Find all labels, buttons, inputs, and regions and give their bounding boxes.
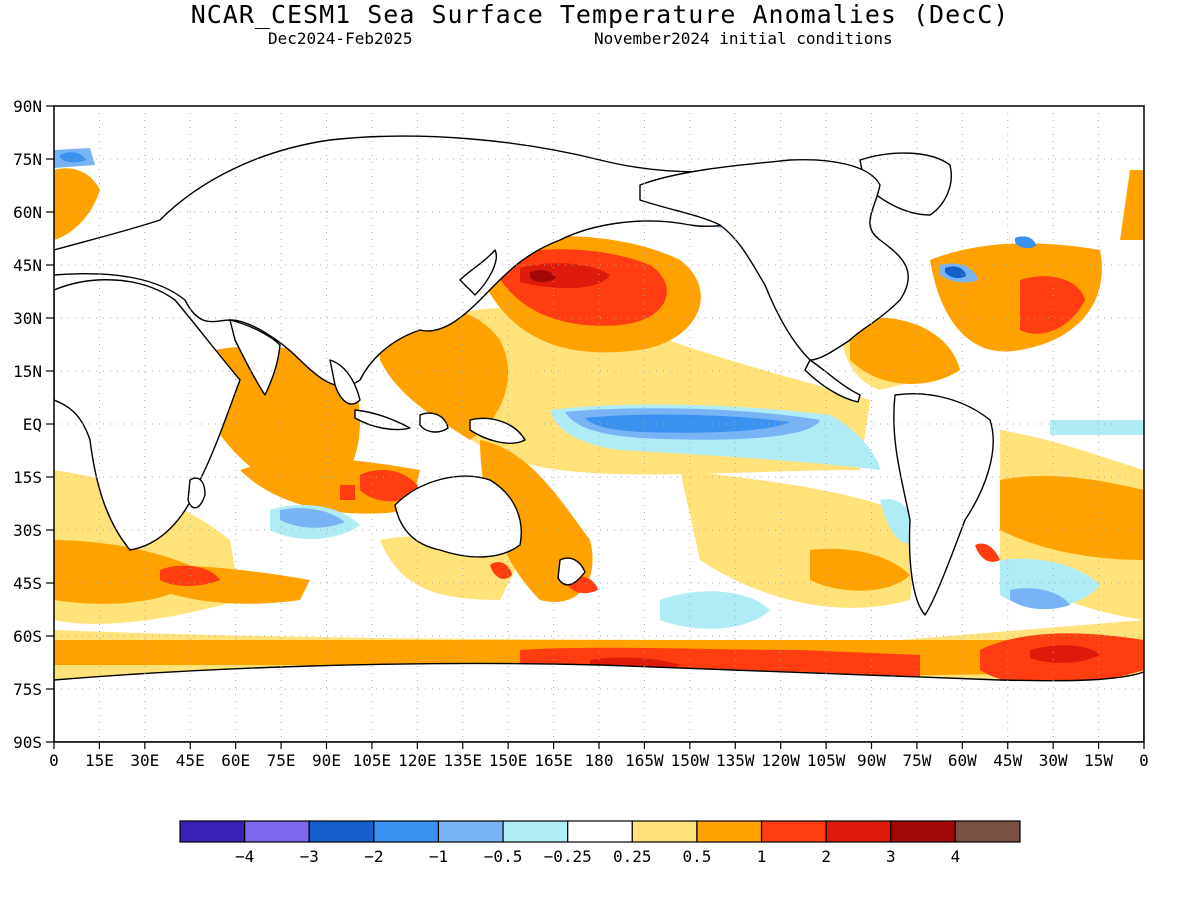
lon-tick-label: 45W	[993, 751, 1022, 770]
lat-tick-label: 45N	[13, 256, 42, 275]
lon-tick-label: 120E	[398, 751, 437, 770]
legend-swatch	[696, 820, 763, 843]
initial-conditions: November2024 initial conditions	[594, 29, 893, 48]
legend-label: 0.25	[613, 847, 652, 866]
lon-tick-label: 105E	[353, 751, 392, 770]
legend-swatch	[373, 820, 440, 843]
legend-swatch	[244, 820, 310, 843]
legend-swatch	[567, 820, 633, 843]
legend-swatch	[308, 820, 375, 843]
legend-swatch	[631, 820, 698, 843]
lat-tick-label: 90S	[13, 733, 42, 752]
anomaly-extreme-positive	[530, 270, 556, 283]
lon-tick-label: 30W	[1039, 751, 1068, 770]
legend-label: 4	[951, 847, 961, 866]
lat-tick-label: EQ	[23, 415, 42, 434]
lon-tick-label: 0	[49, 751, 59, 770]
lon-tick-label: 150E	[489, 751, 528, 770]
lon-tick-label: 180	[585, 751, 614, 770]
lat-tick-label: 15N	[13, 362, 42, 381]
lon-tick-label: 135W	[716, 751, 755, 770]
lat-tick-label: 60S	[13, 627, 42, 646]
legend-label: −0.25	[544, 847, 592, 866]
chart-title: NCAR_CESM1 Sea Surface Temperature Anoma…	[190, 0, 1010, 29]
legend-swatch	[954, 820, 1021, 843]
lon-tick-label: 15W	[1084, 751, 1113, 770]
latitude-axis: 90N 75N 60N 45N 30N 15N EQ 15S 30S 45S 60S 75S 90S	[13, 97, 54, 752]
lat-tick-label: 90N	[13, 97, 42, 116]
longitude-axis: 0 15E 30E 45E 60E 75E 90E 105E 120E 135E 150E 165E 1…	[49, 742, 1149, 770]
lon-tick-label: 60E	[221, 751, 250, 770]
legend-label: 1	[757, 847, 767, 866]
forecast-period: Dec2024-Feb2025	[268, 29, 413, 48]
lat-tick-label: 15S	[13, 468, 42, 487]
lon-tick-label: 75E	[267, 751, 296, 770]
legend-swatch	[179, 820, 246, 843]
legend-label: −0.5	[484, 847, 523, 866]
legend-label: 3	[886, 847, 896, 866]
lat-tick-label: 60N	[13, 203, 42, 222]
anomaly-deep-negative	[945, 266, 966, 279]
lon-tick-label: 90W	[857, 751, 886, 770]
lon-tick-label: 105W	[807, 751, 846, 770]
lat-tick-label: 30N	[13, 309, 42, 328]
lon-tick-label: 60W	[948, 751, 977, 770]
lon-tick-label: 165E	[534, 751, 573, 770]
lat-tick-label: 75S	[13, 680, 42, 699]
lon-tick-label: 135E	[443, 751, 482, 770]
legend-label: 2	[821, 847, 831, 866]
anomaly-field	[54, 148, 1144, 700]
legend-swatch	[825, 820, 892, 843]
lat-tick-label: 45S	[13, 574, 42, 593]
legend-swatch	[502, 820, 569, 843]
legend-label: −2	[364, 847, 383, 866]
color-legend: −4 −3 −2 −1 −0.5 −0.25 0.25 0.5 1 2 3 4	[179, 820, 1021, 866]
lon-tick-label: 120W	[761, 751, 800, 770]
legend-swatch	[437, 820, 504, 843]
lon-tick-label: 0	[1139, 751, 1149, 770]
lon-tick-label: 75W	[902, 751, 931, 770]
legend-label: −4	[235, 847, 254, 866]
lon-tick-label: 165W	[625, 751, 664, 770]
lon-tick-label: 150W	[671, 751, 710, 770]
lon-tick-label: 15E	[85, 751, 114, 770]
legend-label: 0.5	[682, 847, 711, 866]
legend-swatch	[890, 820, 956, 843]
legend-label: −1	[429, 847, 448, 866]
lon-tick-label: 90E	[312, 751, 341, 770]
legend-label: −3	[300, 847, 319, 866]
map-grid	[54, 106, 1144, 742]
anomaly-strong-negative	[60, 152, 1036, 433]
lon-tick-label: 45E	[176, 751, 205, 770]
legend-swatch	[760, 820, 827, 843]
lat-tick-label: 75N	[13, 150, 42, 169]
lon-tick-label: 30E	[130, 751, 159, 770]
lat-tick-label: 30S	[13, 521, 42, 540]
